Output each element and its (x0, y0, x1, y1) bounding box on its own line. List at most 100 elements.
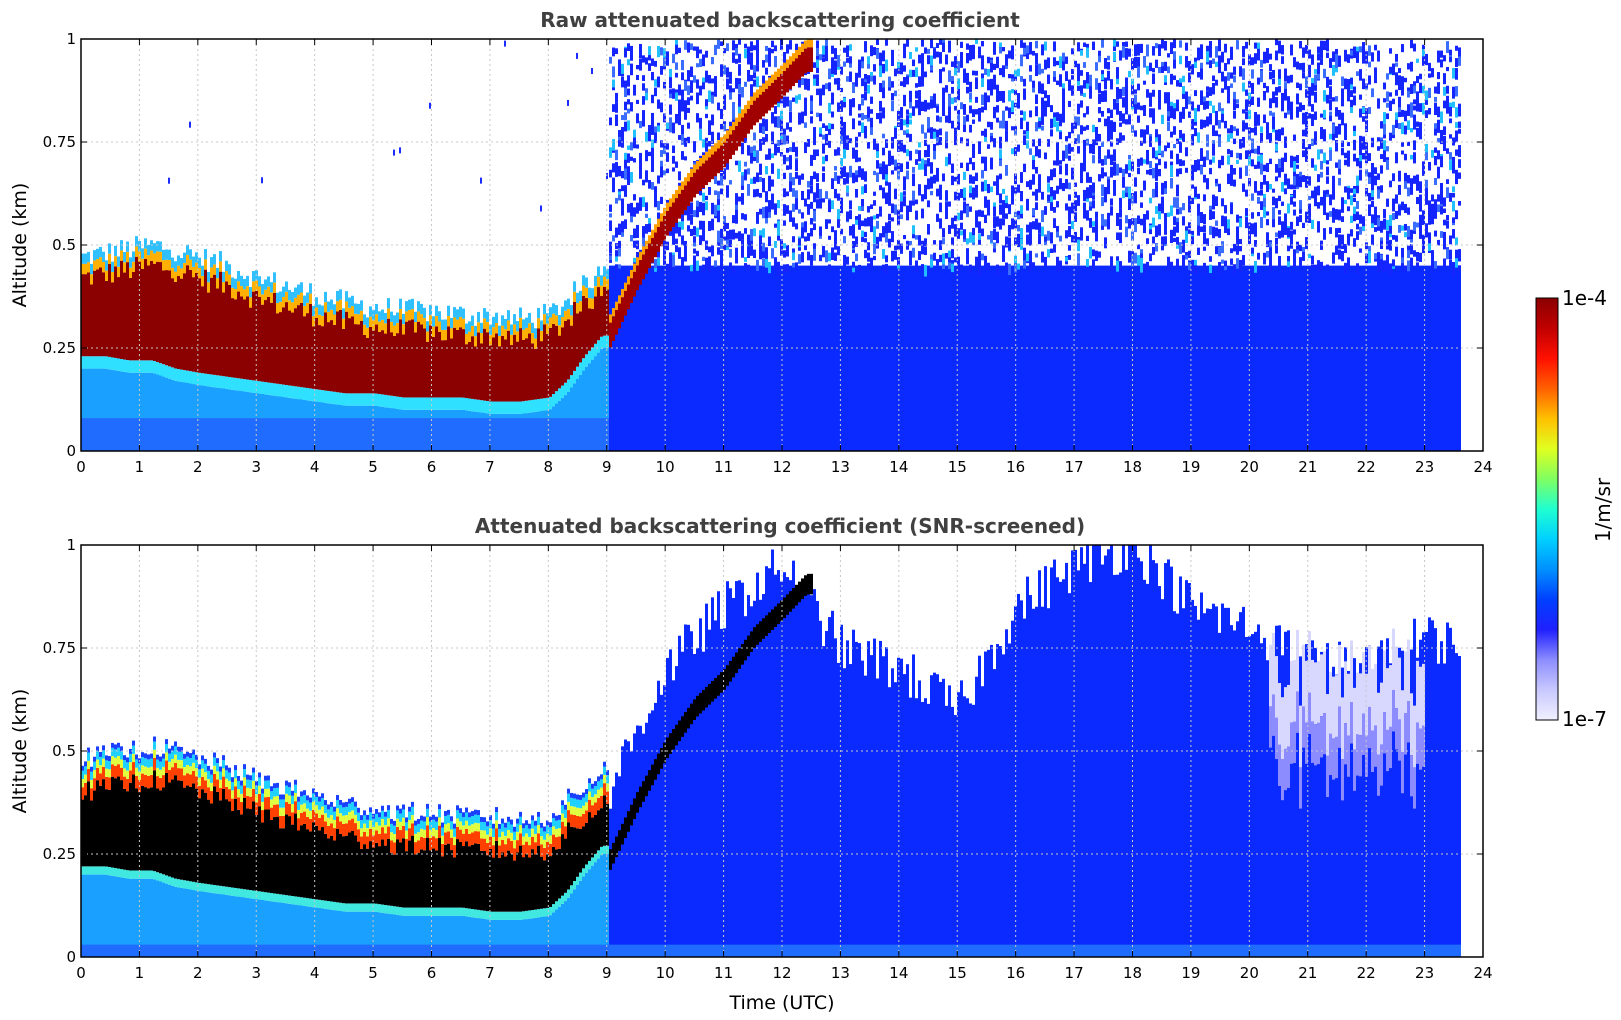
heat-cell (630, 102, 633, 112)
heat-cell (594, 296, 597, 344)
heat-cell (1227, 219, 1230, 229)
heat-cell (777, 68, 780, 77)
heat-cell (1095, 126, 1098, 133)
heat-cell (1038, 138, 1041, 147)
heat-cell (1194, 61, 1197, 69)
heat-cell (837, 102, 840, 112)
heat-cell (450, 338, 453, 398)
heat-cell (1062, 83, 1065, 89)
heat-cell (765, 88, 768, 114)
heat-cell (510, 345, 513, 402)
heat-cell (387, 298, 390, 309)
heat-cell (366, 393, 369, 406)
heat-cell (1071, 75, 1074, 80)
heat-cell (1269, 132, 1272, 143)
heat-cell (1188, 72, 1191, 79)
heat-cell (1050, 206, 1053, 211)
heat-cell (1149, 95, 1152, 107)
heat-cell (921, 101, 924, 112)
heat-cell (1254, 226, 1257, 237)
heat-cell (1242, 72, 1245, 80)
heat-cell (315, 317, 318, 390)
heat-cell (1032, 87, 1035, 93)
heat-cell (435, 305, 438, 317)
heat-cell (1290, 221, 1293, 230)
heat-cell (660, 160, 663, 172)
heat-cell (1167, 111, 1170, 117)
heat-cell (657, 227, 660, 252)
heat-cell (912, 166, 915, 173)
heat-cell (501, 418, 504, 451)
heat-cell (1212, 129, 1215, 137)
heat-cell (498, 418, 501, 451)
heat-cell (858, 224, 861, 230)
heat-cell (912, 200, 915, 206)
heat-cell (1161, 208, 1164, 214)
heat-cell (1059, 160, 1062, 165)
heat-cell (1080, 164, 1083, 172)
heat-cell (237, 390, 240, 419)
heat-cell (360, 393, 363, 406)
heat-cell (774, 71, 777, 80)
heat-cell (702, 163, 705, 189)
heat-cell (1242, 82, 1245, 92)
heat-cell (366, 405, 369, 419)
heat-cell (111, 357, 114, 370)
heat-cell (924, 246, 927, 255)
heat-cell (921, 124, 924, 134)
heat-cell (660, 65, 663, 75)
heat-cell (1320, 113, 1323, 118)
heat-cell (93, 418, 96, 451)
heat-cell (870, 257, 873, 269)
heat-cell (423, 397, 426, 410)
heat-cell (663, 81, 666, 89)
heat-cell (993, 228, 996, 241)
heat-cell (831, 123, 834, 130)
heat-cell (1038, 179, 1041, 188)
heat-cell (684, 249, 687, 262)
heat-cell (1221, 259, 1224, 264)
heat-cell (1056, 121, 1059, 132)
heat-cell (681, 97, 684, 107)
heat-cell (762, 118, 765, 127)
heat-cell (1212, 211, 1215, 220)
heat-cell (1332, 186, 1335, 193)
heat-cell (384, 394, 387, 408)
heat-cell (1341, 234, 1344, 244)
heat-cell (1077, 239, 1080, 252)
heat-cell (951, 249, 954, 259)
heat-cell (1362, 152, 1365, 160)
heat-cell (969, 265, 972, 451)
heat-cell (666, 210, 669, 236)
heat-cell (948, 225, 951, 234)
heat-cell (702, 264, 705, 272)
heat-cell (771, 82, 774, 108)
heat-cell (669, 124, 672, 133)
heat-cell (789, 40, 792, 50)
heat-cell (786, 165, 789, 170)
heat-cell (1008, 50, 1011, 59)
heat-cell (678, 47, 681, 53)
heat-cell (1113, 190, 1116, 196)
heat-cell (1332, 265, 1335, 451)
heat-cell (600, 295, 603, 337)
heat-cell (879, 52, 882, 63)
heat-cell (1125, 104, 1128, 115)
heat-cell (1017, 99, 1020, 109)
heat-cell (810, 265, 813, 451)
heat-cell (900, 214, 903, 220)
heat-cell (1173, 107, 1176, 120)
heat-cell (894, 165, 897, 171)
heat-cell (417, 301, 420, 312)
heat-cell (612, 79, 615, 88)
heat-cell (1158, 265, 1161, 451)
heat-cell (507, 330, 510, 402)
heat-cell (309, 283, 312, 294)
heat-cell (114, 370, 117, 419)
heat-cell (192, 371, 195, 385)
heat-cell (1266, 250, 1269, 258)
heat-cell (774, 259, 777, 272)
heat-cell (855, 136, 858, 146)
heat-cell (669, 91, 672, 99)
heat-cell (933, 265, 936, 451)
